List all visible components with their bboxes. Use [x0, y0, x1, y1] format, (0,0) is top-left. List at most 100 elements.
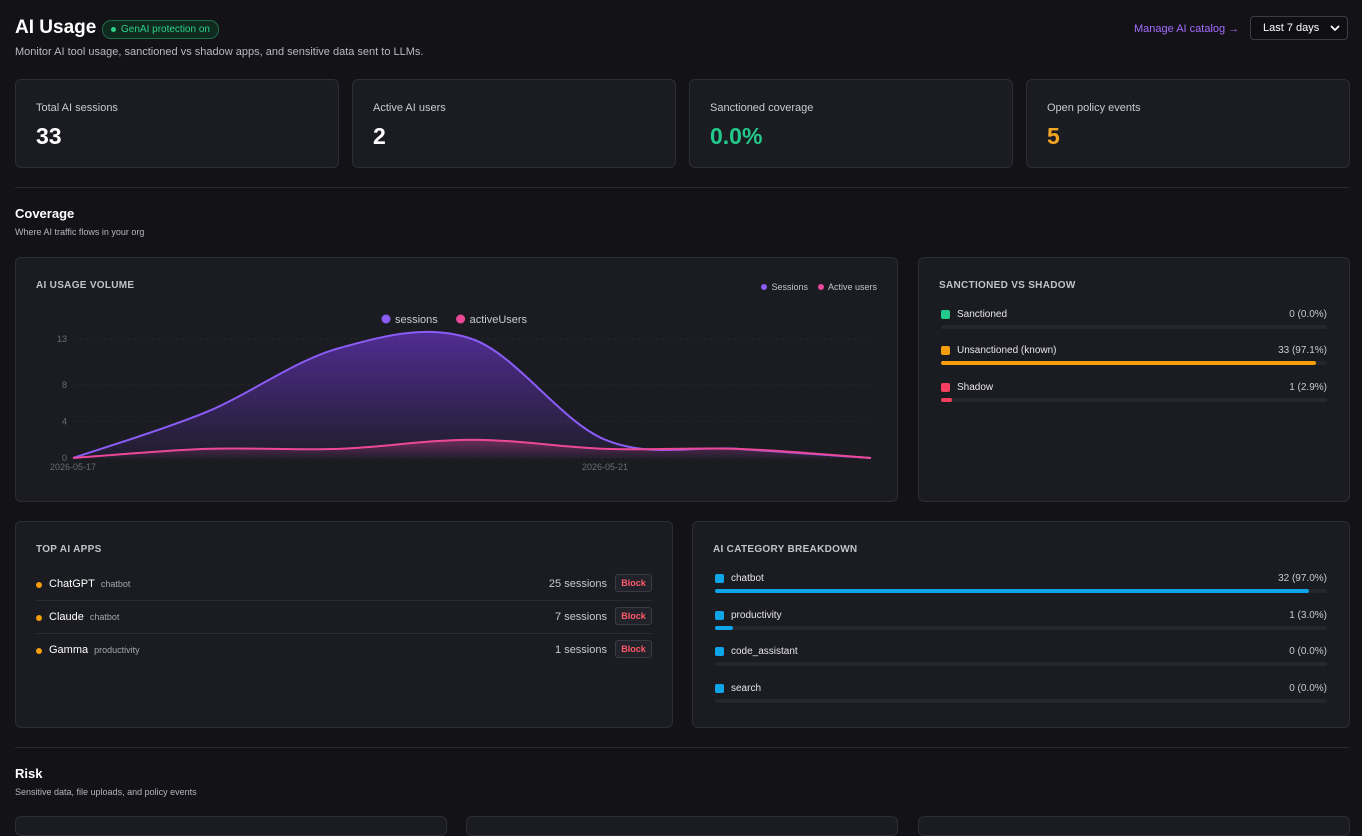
legend-label-activeUsers: activeUsers [470, 314, 528, 326]
kpi-label: Open policy events [1047, 102, 1141, 114]
row-label: productivity [731, 610, 782, 621]
section-subtitle-risk: Sensitive data, file uploads, and policy… [15, 787, 197, 797]
app-sessions: 1 sessions [555, 644, 607, 656]
card-title: AI USAGE VOLUME [36, 280, 135, 291]
top-ai-apps-card: TOP AI APPS ChatGPT chatbot 25 sessions B… [15, 521, 673, 728]
app-row-claude: Claude chatbot 7 sessions Block [36, 600, 652, 634]
legend-dot-icon [456, 314, 466, 324]
legend-square-icon [715, 684, 724, 693]
risk-card [918, 816, 1350, 836]
progress-fill [941, 361, 1316, 365]
app-sessions: 7 sessions [555, 611, 607, 623]
y-tick-label: 13 [57, 334, 67, 344]
legend-item-active-users: Active users [817, 282, 877, 292]
series-area-sessions [73, 331, 871, 458]
row-label: chatbot [731, 573, 764, 584]
divider [15, 747, 1349, 748]
app-name: ChatGPT [49, 578, 95, 590]
protection-badge-label: GenAI protection on [121, 24, 210, 35]
legend-square-icon [941, 383, 950, 392]
chevron-down-icon [1330, 25, 1340, 31]
app-row-chatgpt: ChatGPT chatbot 25 sessions Block [36, 567, 652, 601]
category-row-code-assistant: code_assistant 0 (0.0%) [715, 646, 1327, 666]
block-button[interactable]: Block [615, 607, 652, 625]
app-name: Claude [49, 611, 84, 623]
x-tick-label: 2026-05-21 [582, 462, 628, 472]
app-status-dot-icon [36, 615, 42, 621]
section-subtitle-coverage: Where AI traffic flows in your org [15, 227, 145, 237]
card-legend: Sessions Active users [761, 282, 877, 292]
legend-square-icon [715, 611, 724, 620]
divider [15, 187, 1349, 188]
row-label: search [731, 683, 762, 694]
card-title: AI CATEGORY BREAKDOWN [713, 544, 858, 555]
x-tick-label: 2026-05-17 [50, 462, 96, 472]
sanctioned-vs-shadow-card: SANCTIONED VS SHADOW Sanctioned 0 (0.0%)… [918, 257, 1350, 502]
row-label: code_assistant [731, 646, 798, 657]
legend-item-sessions: Sessions [761, 282, 808, 292]
row-value: 0 (0.0%) [1289, 683, 1327, 694]
kpi-card-active-users: Active AI users 2 [352, 79, 676, 168]
risk-card [466, 816, 898, 836]
page-title: AI Usage [15, 17, 97, 38]
progress-fill [715, 626, 734, 630]
app-category: chatbot [89, 612, 120, 622]
legend-square-icon [941, 310, 950, 319]
progress-fill [941, 398, 953, 402]
series-line-activeUsers [72, 438, 872, 459]
y-tick-label: 8 [62, 380, 67, 390]
date-range-value: Last 7 days [1263, 22, 1320, 34]
app-category: chatbot [100, 579, 131, 589]
row-value: 1 (2.9%) [1289, 382, 1327, 393]
page-subtitle: Monitor AI tool usage, sanctioned vs sha… [15, 46, 424, 58]
block-button[interactable]: Block [615, 574, 652, 592]
block-button[interactable]: Block [615, 640, 652, 658]
sanction-row-shadow: Shadow 1 (2.9%) [941, 382, 1327, 402]
kpi-card-total-sessions: Total AI sessions 33 [15, 79, 339, 168]
sanction-row-unsanctioned: Unsanctioned (known) 33 (97.1%) [941, 345, 1327, 365]
protection-badge: GenAI protection on [102, 20, 219, 39]
usage-area-chart: 0 4 8 13 2026-05-17 2026-05-21 sessions activeU… [50, 314, 872, 472]
row-label: Shadow [957, 382, 994, 393]
category-row-productivity: productivity 1 (3.0%) [715, 610, 1327, 630]
y-tick-label: 0 [62, 453, 67, 463]
section-title-coverage: Coverage [15, 206, 75, 221]
legend-square-icon [715, 574, 724, 583]
row-label: Sanctioned [957, 309, 1008, 320]
card-title: SANCTIONED VS SHADOW [939, 280, 1076, 291]
kpi-card-open-policy-events: Open policy events 5 [1026, 79, 1350, 168]
category-row-search: search 0 (0.0%) [715, 683, 1327, 703]
ai-category-breakdown-card: AI CATEGORY BREAKDOWN chatbot 32 (97.0%)… [692, 521, 1350, 728]
y-tick-label: 4 [62, 416, 67, 426]
kpi-value: 33 [36, 123, 62, 149]
legend-label-sessions: sessions [395, 314, 438, 326]
legend-square-icon [715, 647, 724, 656]
section-title-risk: Risk [15, 766, 43, 781]
progress-fill [715, 589, 1309, 593]
row-value: 1 (3.0%) [1289, 610, 1327, 621]
series-area-activeUsers [73, 439, 871, 458]
kpi-label: Total AI sessions [36, 102, 118, 114]
status-dot-icon [111, 27, 116, 32]
row-value: 32 (97.0%) [1278, 573, 1327, 584]
card-title: TOP AI APPS [36, 544, 102, 555]
date-range-select[interactable]: Last 7 days [1250, 16, 1348, 40]
ai-usage-volume-card: AI USAGE VOLUME Sessions Active users 0 4… [15, 257, 898, 502]
app-sessions: 25 sessions [548, 578, 607, 590]
app-category: productivity [94, 645, 140, 655]
category-row-chatbot: chatbot 32 (97.0%) [715, 573, 1327, 593]
app-row-gamma: Gamma productivity 1 sessions Block [36, 633, 652, 666]
manage-ai-catalog-link[interactable]: Manage AI catalog → [1134, 23, 1240, 35]
app-name: Gamma [49, 644, 89, 656]
kpi-label: Sanctioned coverage [710, 102, 814, 114]
legend-square-icon [941, 346, 950, 355]
legend-dot-icon [381, 314, 391, 324]
row-value: 0 (0.0%) [1289, 646, 1327, 657]
kpi-value: 0.0% [710, 123, 763, 149]
kpi-label: Active AI users [373, 102, 446, 114]
sanction-row-sanctioned: Sanctioned 0 (0.0%) [941, 309, 1327, 329]
kpi-card-sanctioned-coverage: Sanctioned coverage 0.0% [689, 79, 1013, 168]
kpi-value: 2 [373, 123, 386, 149]
kpi-value: 5 [1047, 123, 1060, 149]
app-status-dot-icon [36, 648, 42, 654]
